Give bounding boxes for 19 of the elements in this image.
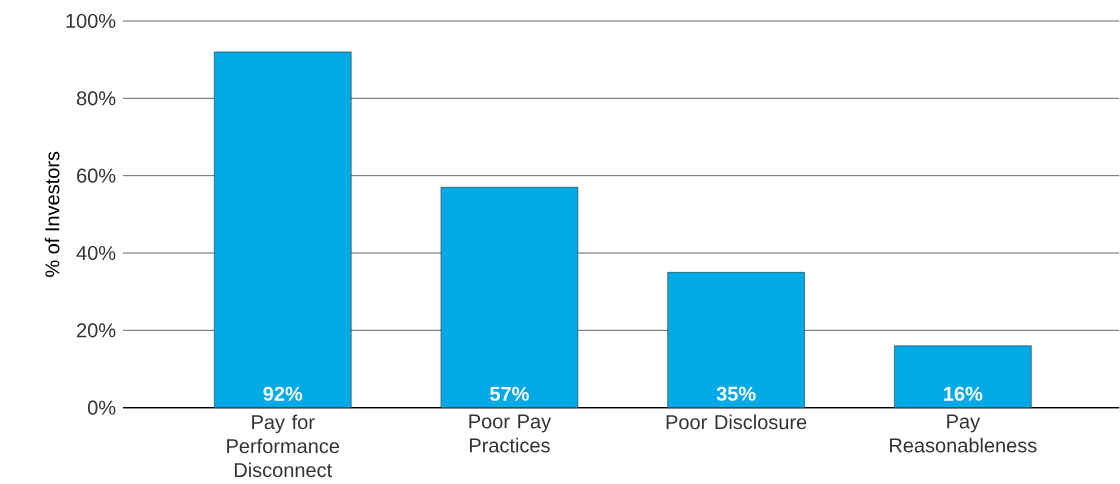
bar bbox=[667, 272, 805, 409]
x-tick-label: Poor Disclosure bbox=[666, 414, 807, 430]
y-axis-title: % of Investors bbox=[44, 151, 60, 278]
y-tick-label: 20% bbox=[77, 323, 116, 338]
y-tick-label: 0% bbox=[87, 400, 116, 415]
bar bbox=[440, 187, 579, 409]
y-tick-label: 100% bbox=[66, 13, 116, 29]
x-tick-label: Poor Pay Practices bbox=[469, 414, 552, 453]
bar bbox=[894, 345, 1032, 409]
y-tick-label: 60% bbox=[77, 168, 116, 183]
x-tick-label: Pay Reasonableness bbox=[890, 414, 1037, 453]
y-tick-label: 80% bbox=[76, 91, 116, 106]
bar bbox=[213, 51, 352, 409]
data-label: 92% bbox=[263, 386, 303, 401]
data-label: 57% bbox=[490, 386, 529, 401]
data-label: 35% bbox=[716, 386, 756, 401]
data-label: 16% bbox=[944, 386, 983, 401]
y-tick-label: 40% bbox=[76, 246, 116, 261]
x-tick-label: Pay for Performance Disconnect bbox=[227, 414, 340, 478]
